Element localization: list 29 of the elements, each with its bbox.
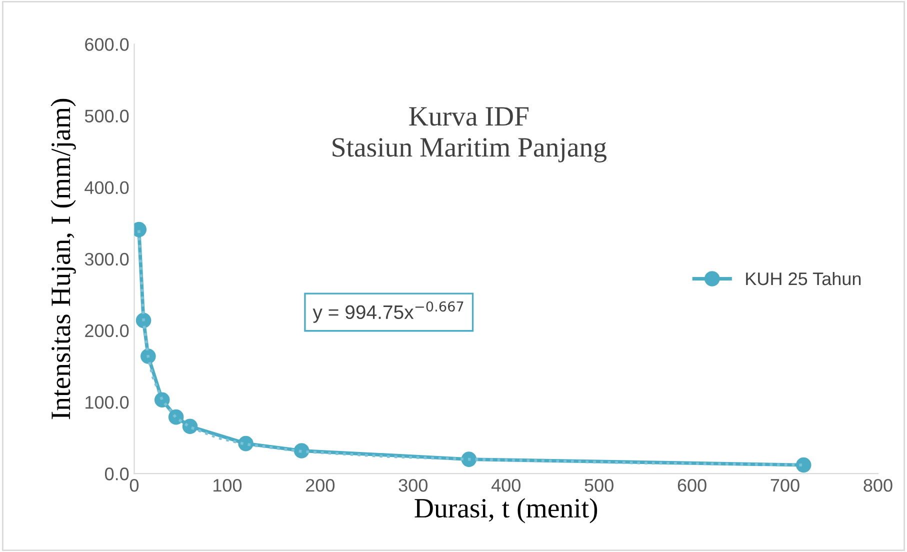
legend-label: KUH 25 Tahun — [746, 272, 861, 286]
point — [294, 443, 310, 458]
point — [461, 452, 477, 467]
x-tick-label: 800 — [864, 478, 892, 492]
x-tick-label: 100 — [214, 478, 242, 492]
y-tick-label: 400.0 — [84, 181, 129, 194]
x-tick-label: 600 — [678, 478, 706, 492]
point — [136, 312, 152, 328]
point — [140, 348, 156, 364]
y-axis-title: Intensitas Hujan, I (mm/jam) — [50, 98, 76, 420]
point — [796, 457, 812, 473]
y-tick-label: 600.0 — [85, 38, 129, 51]
x-tick-label: 700 — [770, 478, 800, 492]
y-tick-label: 500.0 — [84, 110, 129, 122]
annotation: y = 994.75x$^{−0.667}$ — [312, 301, 464, 323]
y-tick-label: 100.0 — [86, 396, 129, 409]
x-tick-label: 0 — [130, 478, 139, 492]
x-tick-label: 400 — [491, 478, 520, 492]
point — [168, 409, 184, 425]
x-tick-label: 500 — [584, 478, 614, 492]
x-tick-label: 300 — [398, 478, 428, 492]
point — [154, 392, 170, 408]
y-tick-label: 200.0 — [85, 324, 129, 338]
x-axis-title: Durasi, t (menit) — [414, 498, 598, 524]
y-tick-label: 0.0 — [104, 468, 129, 480]
point — [238, 436, 254, 452]
text: Kurva IDF Stasiun Maritim Panjang — [332, 107, 606, 162]
y-tick-label: 300.0 — [84, 252, 129, 266]
x-tick-label: 200 — [306, 478, 335, 492]
